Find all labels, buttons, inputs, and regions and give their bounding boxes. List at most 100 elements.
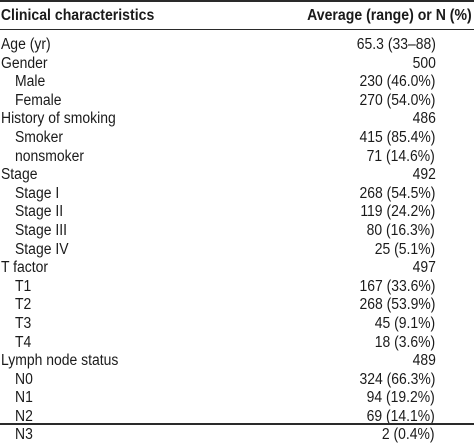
row-label: Female [15, 92, 67, 111]
table-row: Stage II 119 (24.2%) [0, 203, 474, 222]
row-value-text: 268 (54.5%) [358, 184, 435, 202]
table-header-row: Clinical characteristics Average (range)… [0, 2, 472, 29]
row-label-text: Stage II [15, 203, 64, 221]
row-value-text: 65.3 (33–88) [356, 36, 436, 53]
row-label: Stage II [15, 203, 68, 222]
row-value: 167 (33.6%) [351, 278, 435, 297]
table-row: T4 18 (3.6%) [0, 334, 474, 353]
row-value: 119 (24.2%) [352, 203, 435, 222]
table-row: N2 69 (14.1%) [0, 408, 474, 427]
row-label-text: Male [15, 73, 46, 91]
header-average-range-or-n: Average (range) or N (%) [307, 7, 472, 24]
row-label-text: Stage I [15, 184, 60, 202]
row-value-text: 268 (53.9%) [358, 296, 435, 314]
table-row: N0 324 (66.3%) [0, 371, 474, 390]
table-row: N3 2 (0.4%) [0, 426, 474, 445]
row-value: 18 (3.6%) [368, 334, 435, 353]
table-row: T1 167 (33.6%) [0, 278, 474, 297]
row-value: 25 (5.1%) [368, 241, 435, 260]
row-value: 65.3 (33–88) [348, 36, 436, 55]
row-label-text: T3 [15, 314, 32, 332]
table-row: Age (yr) 65.3 (33–88) [0, 36, 474, 55]
row-value-text: 500 [412, 54, 436, 72]
row-label: History of smoking [1, 110, 128, 129]
row-label: T3 [15, 315, 33, 334]
row-value-text: 492 [412, 166, 436, 184]
row-value: 94 (19.2%) [359, 389, 435, 408]
row-value: 80 (16.3%) [359, 222, 435, 241]
row-label-text: Gender [1, 54, 48, 72]
row-label-text: N0 [15, 370, 33, 388]
row-value-text: 18 (3.6%) [374, 333, 435, 351]
row-label: Stage IV [15, 241, 74, 260]
row-label-text: T2 [15, 296, 32, 314]
row-value-text: 324 (66.3%) [358, 370, 435, 388]
row-value: 270 (54.0%) [351, 92, 435, 111]
row-label: Stage [1, 166, 42, 185]
row-value-text: 119 (24.2%) [360, 203, 435, 221]
row-label-text: nonsmoker [15, 147, 85, 165]
row-label: N2 [15, 408, 35, 427]
row-label: N0 [15, 371, 35, 390]
row-value: 486 [410, 110, 436, 129]
row-label-text: Stage [1, 166, 38, 184]
row-label: T1 [15, 278, 33, 297]
row-label-text: Stage IV [15, 240, 69, 258]
table-row: T3 45 (9.1%) [0, 315, 474, 334]
row-value-text: 497 [412, 259, 436, 277]
row-label: Stage III [15, 222, 73, 241]
row-label: Lymph node status [1, 352, 131, 371]
row-value: 492 [410, 166, 436, 185]
row-label: T2 [15, 296, 33, 315]
header-clinical-characteristics: Clinical characteristics [0, 7, 155, 24]
row-value: 45 (9.1%) [368, 315, 435, 334]
row-label: Gender [1, 55, 53, 74]
table-row: T factor 497 [0, 259, 474, 278]
row-value-text: 69 (14.1%) [366, 407, 435, 425]
row-label-text: N3 [15, 426, 33, 444]
row-label-text: T factor [1, 259, 49, 277]
table-row: Smoker 415 (85.4%) [0, 129, 474, 148]
row-value-text: 230 (46.0%) [358, 73, 435, 91]
table-top-rule [0, 0, 474, 2]
row-value: 415 (85.4%) [351, 129, 435, 148]
row-label-text: Stage III [15, 221, 67, 239]
row-label: Smoker [15, 129, 68, 148]
row-value: 500 [410, 55, 436, 74]
row-value-text: 167 (33.6%) [358, 277, 435, 295]
row-value-text: 71 (14.6%) [366, 147, 435, 165]
table-row: Female 270 (54.0%) [0, 92, 474, 111]
row-label-text: N2 [15, 407, 33, 425]
table-row: Stage 492 [0, 166, 474, 185]
table-row: nonsmoker 71 (14.6%) [0, 148, 474, 167]
row-label: T4 [15, 334, 33, 353]
row-label: Male [15, 73, 49, 92]
row-label-text: Lymph node status [1, 352, 119, 370]
row-label: nonsmoker [15, 148, 92, 167]
row-label-text: Age (yr) [1, 36, 51, 53]
row-label: Age (yr) [1, 36, 56, 55]
row-value-text: 2 (0.4%) [382, 426, 435, 444]
table-bottom-rule [0, 423, 474, 425]
table-body: Age (yr) 65.3 (33–88) Gender 500 Male 230 (46… [0, 36, 474, 445]
row-label-text: Smoker [15, 128, 64, 146]
row-label-text: N1 [15, 389, 33, 407]
row-value: 324 (66.3%) [351, 371, 435, 390]
row-value-text: 415 (85.4%) [358, 128, 435, 146]
row-value: 268 (53.9%) [351, 296, 435, 315]
row-value: 71 (14.6%) [359, 148, 435, 167]
table-row: History of smoking 486 [0, 110, 474, 129]
row-value-text: 45 (9.1%) [374, 314, 435, 332]
row-value: 2 (0.4%) [376, 426, 435, 445]
row-value-text: 25 (5.1%) [374, 240, 435, 258]
row-label: T factor [1, 259, 53, 278]
table-header-rule [0, 29, 474, 30]
table-row: Male 230 (46.0%) [0, 73, 474, 92]
row-value-text: 80 (16.3%) [366, 221, 435, 239]
row-value: 69 (14.1%) [359, 408, 435, 427]
table-row: Stage III 80 (16.3%) [0, 222, 474, 241]
row-label: N1 [15, 389, 35, 408]
table-row: N1 94 (19.2%) [0, 389, 474, 408]
row-value: 230 (46.0%) [351, 73, 435, 92]
